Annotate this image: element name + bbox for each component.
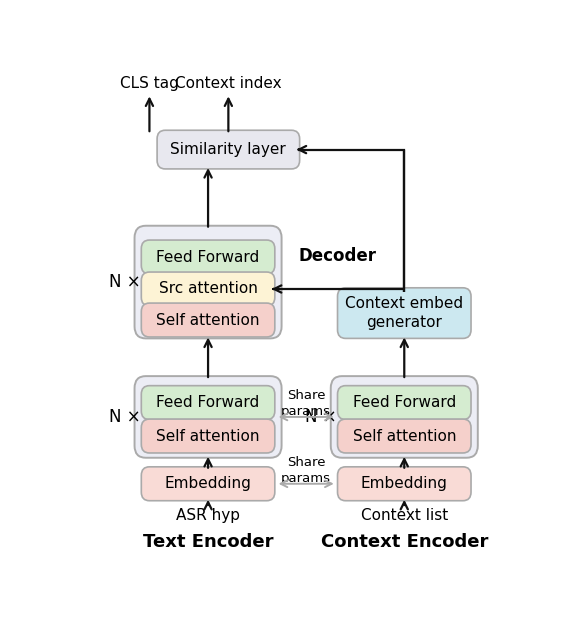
FancyArrowPatch shape <box>204 502 212 510</box>
FancyBboxPatch shape <box>338 419 471 453</box>
Text: Embedding: Embedding <box>165 476 251 491</box>
FancyBboxPatch shape <box>141 240 275 274</box>
Text: Similarity layer: Similarity layer <box>171 142 286 157</box>
Text: N ×: N × <box>109 273 140 291</box>
Text: Text Encoder: Text Encoder <box>143 533 274 551</box>
Text: Context embed
generator: Context embed generator <box>345 296 463 330</box>
FancyBboxPatch shape <box>331 376 478 458</box>
FancyBboxPatch shape <box>134 226 282 339</box>
FancyBboxPatch shape <box>141 419 275 453</box>
Text: Decoder: Decoder <box>299 247 377 265</box>
Text: Feed Forward: Feed Forward <box>353 395 456 410</box>
Text: Self attention: Self attention <box>353 428 456 443</box>
FancyArrowPatch shape <box>298 146 306 153</box>
FancyBboxPatch shape <box>141 272 275 306</box>
FancyBboxPatch shape <box>157 130 300 169</box>
FancyArrowPatch shape <box>146 99 153 131</box>
Text: Feed Forward: Feed Forward <box>157 395 260 410</box>
FancyArrowPatch shape <box>204 459 212 468</box>
FancyArrowPatch shape <box>204 340 212 377</box>
FancyArrowPatch shape <box>400 502 408 510</box>
Text: Embedding: Embedding <box>361 476 448 491</box>
Text: Feed Forward: Feed Forward <box>157 249 260 265</box>
Text: Self attention: Self attention <box>157 312 260 327</box>
Text: Context index: Context index <box>175 76 282 91</box>
Text: Self attention: Self attention <box>157 428 260 443</box>
FancyArrowPatch shape <box>281 480 332 487</box>
Text: Context Encoder: Context Encoder <box>321 533 488 551</box>
FancyBboxPatch shape <box>338 467 471 501</box>
Text: N ×: N × <box>109 408 140 426</box>
FancyBboxPatch shape <box>141 386 275 420</box>
Text: ASR hyp: ASR hyp <box>176 508 240 523</box>
Text: Share
params: Share params <box>281 389 331 418</box>
Text: Src attention: Src attention <box>159 281 257 296</box>
FancyBboxPatch shape <box>338 288 471 339</box>
FancyBboxPatch shape <box>141 467 275 501</box>
FancyArrowPatch shape <box>400 459 408 468</box>
FancyArrowPatch shape <box>400 340 408 377</box>
Text: N ×: N × <box>305 408 336 426</box>
FancyBboxPatch shape <box>338 386 471 420</box>
Text: CLS tag: CLS tag <box>120 76 179 91</box>
FancyArrowPatch shape <box>204 170 212 227</box>
Text: Context list: Context list <box>361 508 448 523</box>
Text: Share
params: Share params <box>281 456 331 485</box>
FancyBboxPatch shape <box>134 376 282 458</box>
FancyArrowPatch shape <box>274 285 281 293</box>
FancyArrowPatch shape <box>225 99 232 131</box>
FancyArrowPatch shape <box>281 414 332 420</box>
FancyBboxPatch shape <box>141 303 275 337</box>
